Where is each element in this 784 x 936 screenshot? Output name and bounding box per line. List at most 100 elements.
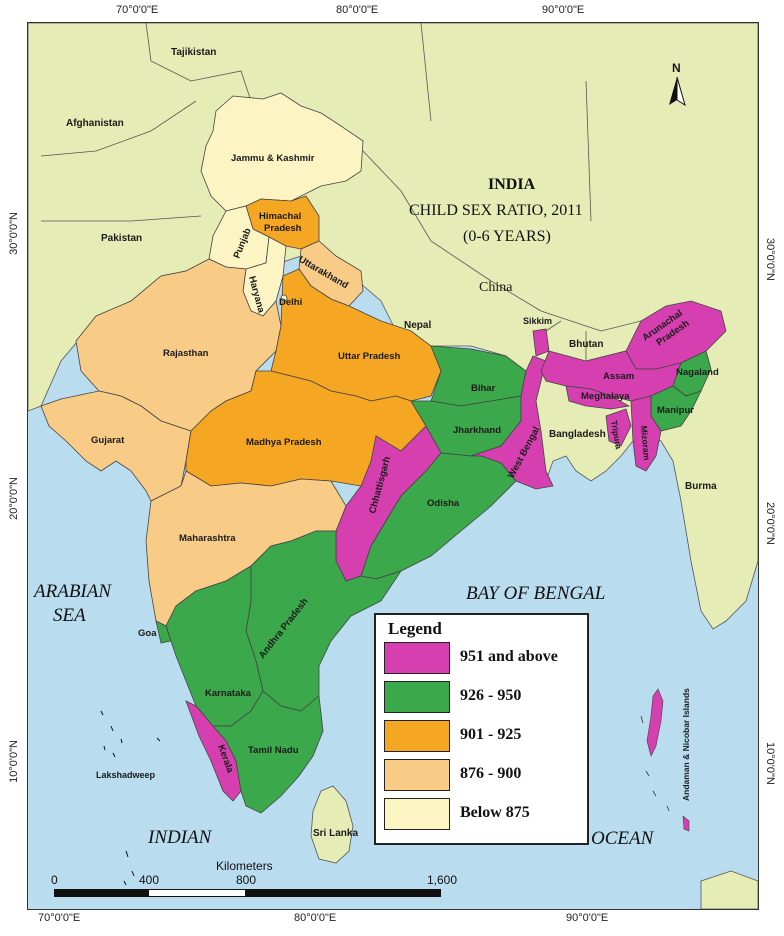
graticule-left-10: 10°0'0"N — [8, 740, 20, 783]
islands-nicobar — [682, 815, 690, 832]
legend-item: Below 875 — [384, 798, 584, 832]
label-karnataka: Karnataka — [205, 688, 252, 699]
north-label: N — [672, 61, 681, 75]
state-sikkim — [532, 328, 550, 357]
graticule-right-20: 20°0'0"N — [764, 502, 776, 545]
scale-title: Kilometers — [216, 859, 273, 873]
legend-label: 876 - 900 — [460, 765, 522, 782]
label-nagaland: Nagaland — [676, 367, 719, 378]
scale-tick: 400 — [139, 873, 160, 887]
label-himachal-1: Himachal — [259, 211, 301, 222]
label-meghalaya: Meghalaya — [581, 391, 630, 402]
label-china: China — [479, 280, 513, 295]
graticule-left-30: 30°0'0"N — [8, 212, 20, 255]
legend-title: Legend — [388, 619, 442, 638]
label-tamil-nadu: Tamil Nadu — [248, 745, 299, 756]
label-nepal: Nepal — [404, 320, 431, 331]
scale-tick: 1,600 — [427, 873, 458, 887]
graticule-right-30: 30°0'0"N — [764, 238, 776, 281]
legend-item: 901 - 925 — [384, 720, 584, 754]
label-lakshadweep: Lakshadweep — [96, 770, 156, 780]
graticule-top-80: 80°0'0"E — [336, 4, 379, 16]
label-goa: Goa — [138, 628, 157, 639]
label-sikkim: Sikkim — [523, 316, 552, 326]
graticule-top-70: 70°0'0"E — [116, 4, 159, 16]
label-maharashtra: Maharashtra — [179, 533, 236, 544]
label-jharkhand: Jharkhand — [453, 425, 501, 436]
legend-swatch — [384, 759, 450, 791]
state-delhi — [280, 294, 288, 302]
label-bhutan: Bhutan — [569, 339, 603, 350]
state-meghalaya — [565, 385, 631, 410]
label-delhi: Delhi — [279, 297, 302, 308]
label-pakistan: Pakistan — [101, 233, 142, 244]
scale-segment — [54, 889, 150, 897]
legend-swatch — [384, 642, 450, 674]
label-afghanistan: Afghanistan — [66, 118, 124, 129]
label-rajasthan: Rajasthan — [163, 348, 209, 359]
map-frame: N INDIA CHILD SEX RATIO, 2011 (0-6 YEARS… — [27, 22, 759, 910]
legend-label: Below 875 — [460, 804, 530, 821]
legend-swatch — [384, 798, 450, 830]
land-burma-south — [700, 870, 758, 909]
state-odisha — [360, 452, 517, 580]
islands-lakshadweep — [100, 710, 161, 886]
graticule-bottom-70: 70°0'0"E — [38, 912, 81, 924]
legend-swatch — [384, 681, 450, 713]
label-gujarat: Gujarat — [91, 435, 125, 446]
graticule-right-10: 10°0'0"N — [764, 742, 776, 785]
label-assam: Assam — [603, 371, 634, 382]
label-mizoram: Mizoram — [639, 425, 652, 461]
graticule-left-20: 20°0'0"N — [8, 477, 20, 520]
scale-segment — [245, 889, 441, 897]
legend-label: 901 - 925 — [460, 726, 522, 743]
legend-item: 876 - 900 — [384, 759, 584, 793]
graticule-bottom-80: 80°0'0"E — [294, 912, 337, 924]
label-andaman: Andaman & Nicobar Islands — [681, 688, 691, 801]
label-odisha: Odisha — [427, 498, 460, 509]
label-burma: Burma — [685, 481, 717, 492]
map-title: INDIA — [488, 176, 536, 193]
map-canvas: N INDIA CHILD SEX RATIO, 2011 (0-6 YEARS… — [28, 23, 758, 909]
scale-tick: 800 — [236, 873, 257, 887]
label-arabian-sea-1: ARABIAN — [32, 581, 112, 602]
islands-andaman-small — [640, 715, 670, 812]
graticule-top-90: 90°0'0"E — [542, 4, 585, 16]
label-madhya-pradesh: Madhya Pradesh — [246, 437, 322, 448]
label-himachal-2: Pradesh — [264, 223, 302, 234]
border-lines — [40, 23, 642, 362]
map-subtitle-1: CHILD SEX RATIO, 2011 — [409, 202, 583, 219]
graticule-bottom-90: 90°0'0"E — [566, 912, 609, 924]
state-tamil-nadu — [212, 690, 324, 814]
label-indian: INDIAN — [147, 827, 213, 848]
label-arabian-sea-2: SEA — [53, 605, 86, 626]
islands-andaman — [646, 688, 664, 757]
state-karnataka — [165, 565, 264, 727]
scale-segment — [148, 889, 247, 897]
state-mizoram — [630, 395, 662, 472]
legend-item: 951 and above — [384, 642, 584, 676]
state-jammu-kashmir — [200, 92, 364, 212]
legend: Legend 951 and above 926 - 950 901 - 925… — [374, 613, 589, 845]
label-bangladesh: Bangladesh — [549, 429, 606, 440]
label-tripura: Tripura — [609, 420, 624, 450]
legend-swatch — [384, 720, 450, 752]
map-subtitle-2: (0-6 YEARS) — [463, 228, 551, 245]
label-bihar: Bihar — [471, 383, 496, 394]
legend-label: 926 - 950 — [460, 687, 522, 704]
legend-item: 926 - 950 — [384, 681, 584, 715]
country-sri-lanka — [310, 785, 354, 864]
north-arrow-icon — [669, 76, 686, 107]
legend-label: 951 and above — [460, 648, 558, 665]
scale-tick: 0 — [51, 873, 58, 887]
scale-bar: Kilometers 0 400 800 1,600 — [51, 859, 457, 903]
state-tripura — [605, 408, 632, 447]
label-bay-of-bengal: BAY OF BENGAL — [466, 583, 605, 604]
label-manipur: Manipur — [657, 405, 694, 416]
label-tajikistan: Tajikistan — [171, 47, 216, 58]
label-sri-lanka: Sri Lanka — [313, 828, 358, 839]
label-uttar-pradesh: Uttar Pradesh — [338, 351, 400, 362]
label-ocean: OCEAN — [591, 828, 655, 849]
state-goa — [155, 620, 172, 644]
label-jammu-kashmir: Jammu & Kashmir — [231, 153, 315, 164]
